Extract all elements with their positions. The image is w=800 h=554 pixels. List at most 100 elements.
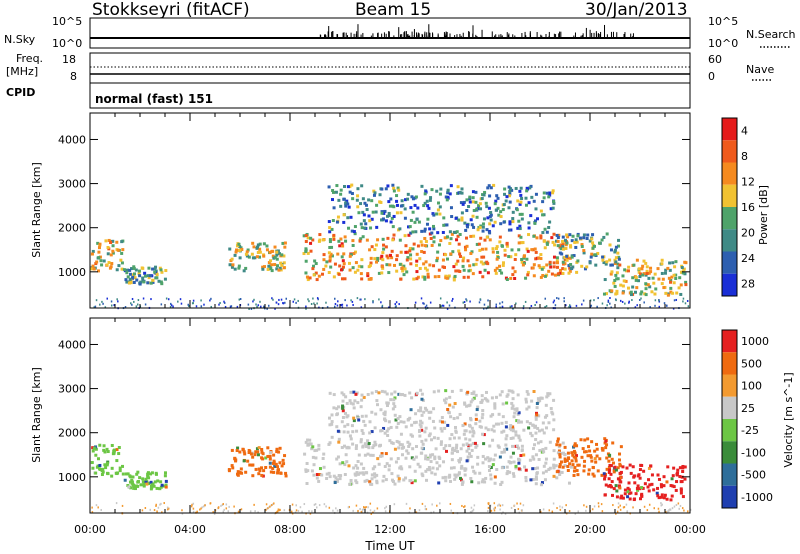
echo-cell — [466, 307, 468, 310]
echo-cell — [473, 504, 476, 507]
echo-cell — [500, 466, 504, 470]
echo-cell — [155, 486, 159, 490]
echo-cell — [240, 508, 243, 511]
echo-cell — [381, 266, 385, 270]
echo-cell — [151, 267, 155, 271]
echo-cell — [244, 266, 248, 270]
echo-cell — [337, 440, 341, 444]
nsky-tick-bottom: 10^0 — [52, 37, 83, 50]
echo-cell — [310, 469, 314, 473]
echo-cell — [374, 243, 378, 247]
echo-cell — [159, 280, 163, 284]
echo-cell — [139, 280, 143, 284]
echo-cell — [305, 275, 309, 279]
echo-cell — [392, 186, 396, 190]
echo-cell — [449, 237, 453, 241]
echo-cell — [518, 227, 522, 231]
echo-cell — [537, 264, 541, 268]
echo-cell — [430, 438, 434, 442]
echo-cell — [447, 475, 451, 479]
echo-cell — [439, 440, 443, 444]
echo-cell — [395, 254, 399, 258]
echo-cell — [663, 493, 667, 497]
echo-cell — [630, 293, 634, 297]
echo-cell — [441, 304, 444, 307]
echo-cell — [480, 247, 484, 251]
echo-cell — [505, 434, 509, 438]
echo-cell — [335, 478, 339, 482]
echo-cell — [524, 397, 528, 401]
echo-cell — [571, 463, 575, 467]
echo-cell — [626, 495, 630, 499]
echo-cell — [423, 192, 427, 196]
echo-cell — [520, 449, 524, 453]
echo-cell — [457, 471, 461, 475]
echo-cell — [513, 504, 516, 507]
echo-cell — [532, 263, 536, 267]
echo-cell — [456, 416, 460, 420]
echo-cell — [508, 220, 512, 224]
echo-cell — [541, 274, 545, 278]
echo-cell — [516, 226, 520, 230]
echo-cell — [260, 305, 262, 308]
echo-cell — [511, 444, 515, 448]
echo-cell — [332, 206, 336, 210]
echo-cell — [436, 504, 438, 507]
echo-cell — [568, 233, 572, 237]
echo-cell — [548, 509, 551, 512]
echo-cell — [456, 185, 460, 189]
echo-cell — [339, 204, 343, 208]
echo-cell — [484, 457, 488, 461]
echo-cell — [479, 298, 482, 301]
echo-cell — [393, 503, 396, 506]
echo-cell — [521, 509, 524, 512]
echo-cell — [348, 399, 352, 403]
echo-cell — [469, 268, 473, 272]
echo-cell — [641, 273, 645, 277]
echo-cell — [369, 482, 373, 486]
echo-cell — [576, 259, 580, 263]
echo-cell — [493, 268, 497, 272]
echo-cell — [445, 198, 449, 202]
echo-cell — [150, 471, 154, 475]
echo-cell — [411, 247, 415, 251]
echo-cell — [495, 305, 497, 308]
echo-cell — [556, 451, 560, 455]
echo-cell — [229, 305, 232, 308]
echo-cell — [128, 268, 132, 272]
echo-cell — [360, 277, 364, 281]
echo-cell — [370, 473, 374, 477]
echo-cell — [341, 306, 344, 309]
echo-cell — [505, 394, 509, 398]
echo-cell — [569, 465, 573, 469]
echo-cell — [570, 239, 574, 243]
echo-cell — [593, 299, 595, 302]
echo-cell — [506, 470, 510, 474]
echo-cell — [603, 474, 607, 478]
echo-cell — [313, 449, 317, 453]
echo-cell — [534, 482, 538, 486]
echo-cell — [548, 220, 552, 224]
echo-cell — [395, 305, 397, 308]
colorbar-segment — [722, 251, 737, 274]
echo-cell — [384, 478, 388, 482]
echo-cell — [607, 465, 611, 469]
echo-cell — [258, 255, 262, 259]
echo-cell — [671, 261, 675, 265]
echo-cell — [457, 218, 461, 222]
echo-cell — [157, 506, 160, 509]
echo-cell — [491, 438, 495, 442]
echo-cell — [684, 280, 688, 284]
echo-cell — [304, 240, 308, 244]
echo-cell — [552, 466, 556, 470]
echo-cell — [534, 304, 536, 307]
echo-cell — [526, 249, 530, 253]
echo-cell — [115, 459, 119, 463]
echo-cell — [336, 252, 340, 256]
echo-cell — [388, 439, 392, 443]
echo-cell — [351, 300, 354, 303]
echo-cell — [551, 191, 555, 195]
echo-cell — [612, 504, 614, 507]
echo-cell — [323, 503, 326, 506]
